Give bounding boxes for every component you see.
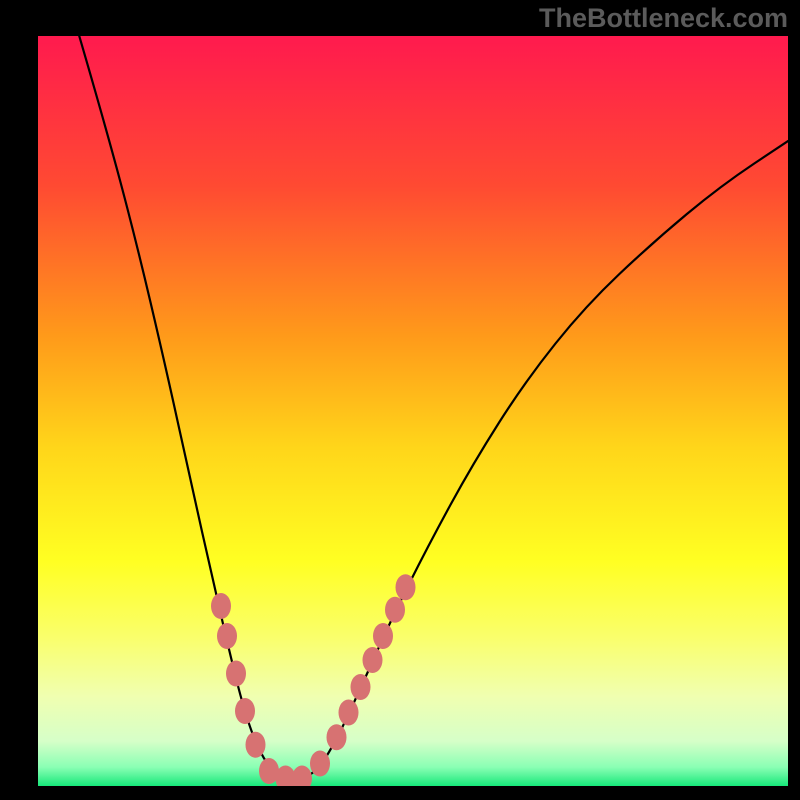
gradient-background <box>38 36 788 786</box>
data-marker <box>211 593 231 619</box>
data-marker <box>217 623 237 649</box>
data-marker <box>246 732 266 758</box>
data-marker <box>396 574 416 600</box>
data-marker <box>310 751 330 777</box>
plot-svg <box>38 36 788 786</box>
data-marker <box>351 674 371 700</box>
data-marker <box>363 647 383 673</box>
data-marker <box>373 623 393 649</box>
data-marker <box>339 700 359 726</box>
data-marker <box>235 698 255 724</box>
data-marker <box>327 724 347 750</box>
watermark-text: TheBottleneck.com <box>539 3 788 34</box>
plot-area <box>38 36 788 786</box>
data-marker <box>226 661 246 687</box>
data-marker <box>385 597 405 623</box>
